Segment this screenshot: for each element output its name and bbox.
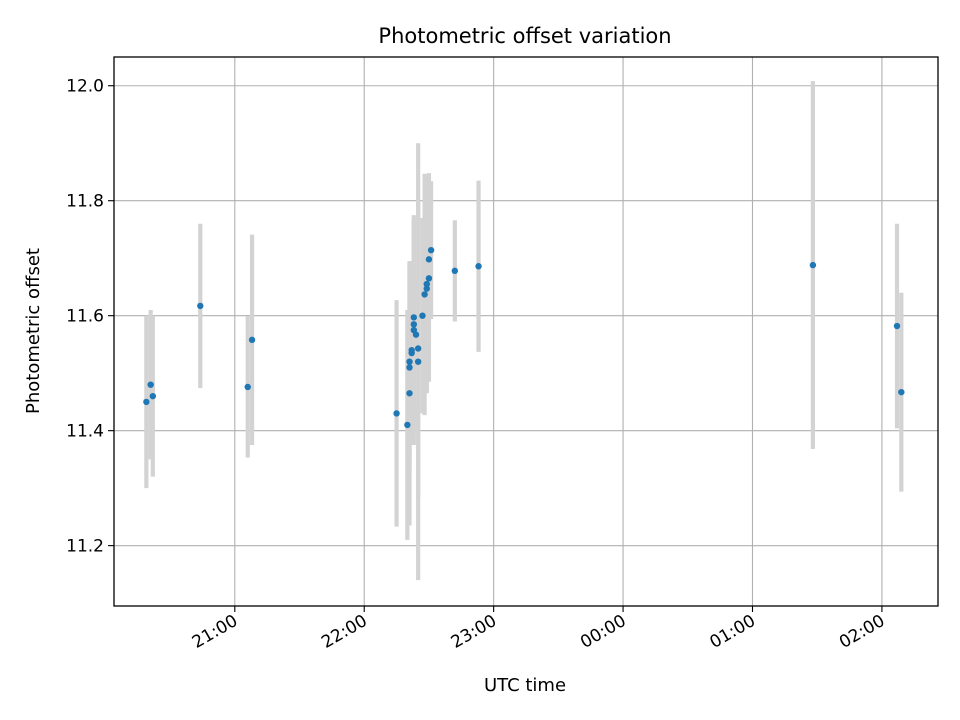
y-tick-label: 12.0 xyxy=(66,77,104,97)
data-point xyxy=(412,331,420,338)
data-point xyxy=(414,358,422,365)
data-point xyxy=(410,321,418,328)
data-point xyxy=(423,280,430,288)
data-point xyxy=(475,263,482,270)
chart-title: Photometric offset variation xyxy=(378,24,671,48)
data-point xyxy=(147,381,154,388)
data-point xyxy=(248,336,256,344)
y-axis-label: Photometric offset xyxy=(23,248,44,414)
data-point xyxy=(419,312,426,319)
data-point xyxy=(425,275,433,282)
plot-frame xyxy=(113,56,939,607)
data-point xyxy=(406,364,413,371)
data-point xyxy=(143,398,150,406)
y-tick-label: 11.6 xyxy=(66,307,104,327)
data-point xyxy=(423,285,430,292)
data-point xyxy=(406,358,413,365)
data-point xyxy=(393,410,400,417)
data-point xyxy=(451,267,459,275)
data-point xyxy=(408,346,415,354)
data-point xyxy=(809,261,817,269)
data-point xyxy=(149,392,157,400)
data-point xyxy=(410,314,418,321)
data-point xyxy=(421,291,428,298)
data-points xyxy=(143,246,905,429)
y-tick-label: 11.8 xyxy=(66,192,104,212)
data-point xyxy=(404,421,411,429)
data-point xyxy=(893,322,901,330)
data-point xyxy=(427,246,435,254)
grid-lines xyxy=(114,57,938,606)
y-tick-label: 11.2 xyxy=(66,537,104,557)
data-point xyxy=(406,390,413,397)
data-point xyxy=(414,345,422,352)
y-tick-label: 11.4 xyxy=(66,422,104,442)
data-point xyxy=(244,383,251,391)
data-point xyxy=(425,256,433,263)
x-axis-label: UTC time xyxy=(484,675,566,696)
data-point xyxy=(197,302,204,310)
data-point xyxy=(898,388,905,396)
